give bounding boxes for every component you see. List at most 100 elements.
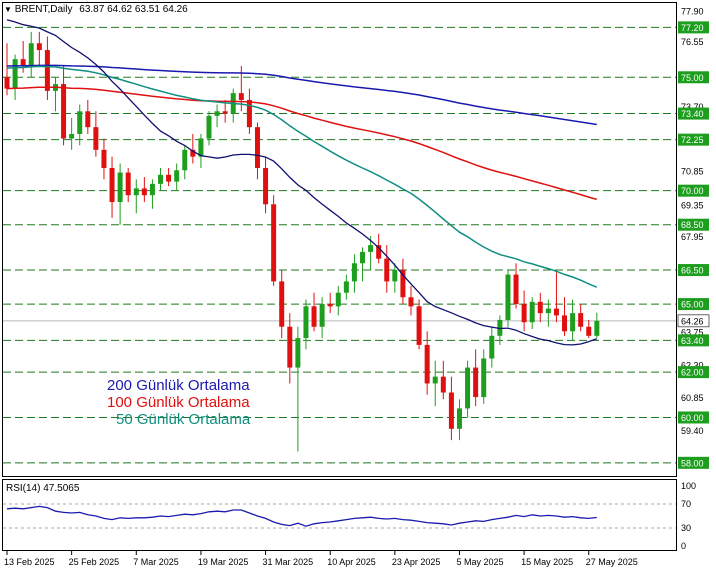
candle-body-58 (473, 367, 479, 398)
candle-body-57 (465, 367, 471, 409)
candle-body-23 (190, 149, 196, 157)
candle-body-63 (513, 274, 519, 305)
x-tick-7: 5 May 2025 (456, 557, 503, 567)
x-tick-2: 7 Mar 2025 (133, 557, 179, 567)
candle-body-43 (351, 263, 357, 282)
candle-body-10 (85, 111, 91, 128)
level-tag-0: 77.20 (681, 23, 704, 33)
candle-body-12 (101, 149, 107, 168)
level-tag-bg-8 (678, 334, 709, 347)
candle-body-51 (416, 306, 422, 345)
level-tag-2: 73.40 (681, 109, 704, 119)
y-tick-10: 60.85 (681, 393, 704, 403)
current-price-tag: 64.26 (681, 316, 704, 326)
x-tick-1: 25 Feb 2025 (69, 557, 120, 567)
candle-body-16 (133, 188, 139, 196)
candle-body-4 (36, 43, 42, 51)
candle-body-32 (263, 167, 269, 205)
level-tag-7: 65.00 (681, 300, 704, 310)
candle-body-48 (392, 270, 398, 282)
candle-body-70 (570, 313, 576, 332)
x-tick-5: 10 Apr 2025 (327, 557, 376, 567)
level-tag-bg-2 (678, 107, 709, 120)
y-tick-9: 62.30 (681, 360, 704, 370)
candle-body-36 (295, 338, 301, 368)
candle-body-65 (529, 301, 535, 323)
candle-body-35 (287, 326, 293, 368)
candle-body-47 (384, 258, 390, 282)
candle-body-49 (400, 270, 406, 298)
candle-body-31 (254, 127, 260, 168)
x-tick-3: 19 Mar 2025 (198, 557, 249, 567)
candle-body-62 (505, 274, 511, 320)
legend-ma200: 200 Günlük Ortalama (107, 377, 250, 394)
level-tag-8: 63.40 (681, 336, 704, 346)
level-tag-bg-9 (678, 366, 709, 379)
candle-body-45 (368, 245, 374, 252)
candle-body-24 (198, 138, 204, 157)
x-tick-8: 15 May 2025 (521, 557, 573, 567)
candle-body-2 (20, 59, 26, 66)
level-tag-bg-4 (678, 184, 709, 197)
level-tag-6: 66.50 (681, 266, 704, 276)
level-tag-9: 62.00 (681, 368, 704, 378)
level-tag-bg-0 (678, 21, 709, 34)
candle-body-68 (553, 308, 559, 316)
candle-body-53 (432, 376, 438, 384)
candle-body-59 (481, 358, 487, 398)
ma20-line (6, 19, 598, 346)
level-tag-bg-7 (678, 298, 709, 311)
y-tick-2: 73.70 (681, 102, 704, 112)
candle-body-54 (440, 376, 446, 393)
price-pane-frame (2, 2, 677, 477)
legend-ma50: 50 Günlük Ortalama (116, 411, 251, 428)
candle-body-42 (343, 281, 349, 293)
rsi-tick-2: 30 (681, 523, 691, 533)
level-tag-bg-3 (678, 133, 709, 146)
ma100-line (6, 86, 598, 201)
candle-body-41 (335, 292, 341, 307)
level-tag-bg-10 (678, 411, 709, 424)
y-tick-4: 70.85 (681, 166, 704, 176)
level-tag-5: 68.50 (681, 220, 704, 230)
level-tag-10: 60.00 (681, 413, 704, 423)
x-tick-0: 13 Feb 2025 (4, 557, 55, 567)
candle-body-69 (562, 315, 568, 332)
candle-body-66 (537, 301, 543, 314)
candle-body-15 (125, 172, 131, 196)
candle-body-44 (360, 251, 366, 264)
candle-body-56 (456, 408, 462, 429)
candle-body-20 (166, 174, 172, 182)
level-tag-bg-5 (678, 218, 709, 231)
chart-menu-icon[interactable]: ▼ (4, 5, 12, 14)
level-tag-4: 70.00 (681, 186, 704, 196)
candle-body-33 (271, 204, 277, 282)
rsi-tick-1: 70 (681, 499, 691, 509)
x-tick-9: 27 May 2025 (586, 557, 638, 567)
candle-body-7 (61, 84, 67, 139)
candle-body-30 (246, 99, 252, 128)
candle-body-37 (303, 306, 309, 339)
candle-body-11 (93, 127, 99, 150)
candle-body-13 (109, 167, 115, 203)
rsi-label: RSI(14) 47.5065 (6, 483, 80, 494)
y-tick-6: 67.95 (681, 232, 704, 242)
ma200-line (6, 64, 597, 126)
candle-body-17 (141, 188, 147, 196)
symbol-label: BRENT,Daily (14, 4, 73, 15)
candle-body-52 (424, 344, 430, 384)
y-tick-11: 59.40 (681, 426, 704, 436)
rsi-pane-frame (2, 479, 677, 551)
candle-body-55 (448, 392, 454, 429)
rsi-tick-3: 0 (681, 541, 686, 551)
level-tag-bg-11 (678, 456, 709, 469)
candle-body-21 (174, 170, 180, 182)
y-tick-5: 69.35 (681, 200, 704, 210)
candle-body-72 (586, 326, 592, 336)
current-price-tag-bg (677, 314, 710, 328)
candle-body-14 (117, 172, 123, 203)
candle-body-64 (521, 304, 527, 323)
candle-body-67 (545, 308, 551, 314)
level-tag-bg-1 (678, 71, 709, 84)
